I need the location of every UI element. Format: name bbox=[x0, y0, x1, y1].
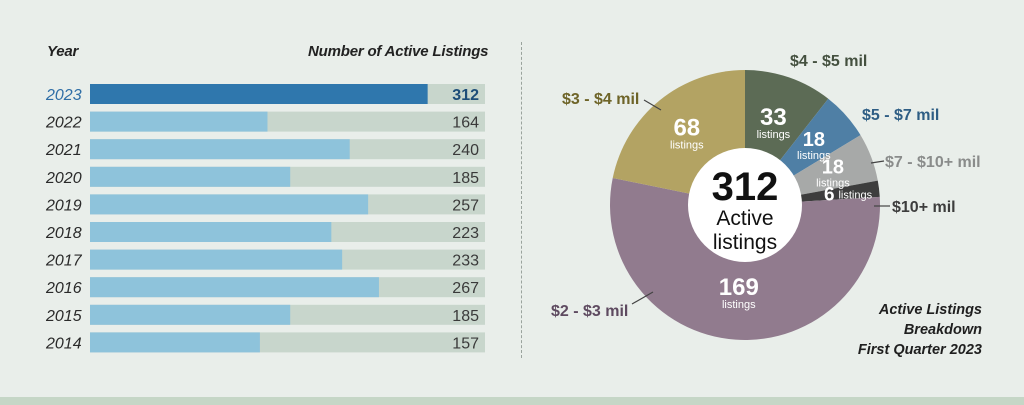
caption-line3: First Quarter 2023 bbox=[857, 342, 982, 358]
year-label-2023: 2023 bbox=[45, 87, 82, 104]
count-column-header: Number of Active Listings bbox=[308, 43, 489, 60]
year-label-2021: 2021 bbox=[45, 142, 82, 159]
caption-line1: Active Listings bbox=[878, 302, 982, 318]
slice-sub-2: listings bbox=[816, 178, 850, 190]
slice-value-1: 18 bbox=[803, 129, 825, 151]
year-label-2016: 2016 bbox=[45, 280, 82, 297]
slice-sub-0: listings bbox=[757, 129, 791, 141]
bar-value-2019: 257 bbox=[452, 197, 479, 214]
bar-value-2014: 157 bbox=[452, 335, 479, 352]
year-label-2017: 2017 bbox=[45, 253, 83, 270]
bar-value-2016: 267 bbox=[452, 280, 479, 297]
bar-2017 bbox=[90, 249, 343, 270]
pie-caption: Active Listings Breakdown First Quarter … bbox=[858, 300, 982, 360]
slice-value-5: 68 bbox=[673, 115, 700, 142]
slice-sub-5: listings bbox=[670, 140, 704, 152]
slice-value-4: 169 bbox=[719, 274, 759, 301]
slice-value-0: 33 bbox=[760, 104, 787, 131]
bar-chart: 2023 312 2022 164 2021 240 2020 185 2019 257 2018 2… bbox=[45, 84, 485, 353]
year-label-2018: 2018 bbox=[45, 225, 82, 242]
bar-value-2015: 185 bbox=[452, 308, 479, 325]
leader-line-4 bbox=[631, 291, 654, 305]
donut-hole bbox=[688, 148, 802, 262]
slice-sub-4: listings bbox=[722, 299, 756, 311]
bar-2022 bbox=[90, 111, 268, 132]
year-label-2020: 2020 bbox=[45, 170, 82, 187]
slice-value-2: 18 bbox=[822, 157, 844, 179]
bar-value-2018: 223 bbox=[452, 225, 479, 242]
slice-label-0: $4 - $5 mil bbox=[790, 53, 867, 70]
center-label-line1: Active bbox=[716, 207, 773, 230]
bar-2019 bbox=[90, 194, 369, 215]
bar-2023 bbox=[90, 84, 428, 104]
caption-line2: Breakdown bbox=[903, 322, 982, 338]
section-divider bbox=[521, 42, 522, 358]
slice-label-4: $2 - $3 mil bbox=[551, 303, 628, 320]
leader-line-5 bbox=[643, 99, 662, 111]
bottom-band bbox=[0, 397, 1024, 405]
center-label-line2: listings bbox=[713, 231, 777, 254]
slice-label-5: $3 - $4 mil bbox=[562, 91, 639, 108]
year-label-2022: 2022 bbox=[45, 115, 82, 132]
year-column-header: Year bbox=[47, 43, 79, 60]
year-label-2015: 2015 bbox=[45, 308, 82, 325]
bar-value-2017: 233 bbox=[452, 253, 479, 270]
leader-line-2 bbox=[870, 160, 885, 164]
slice-label-2: $7 - $10+ mil bbox=[885, 154, 981, 171]
bar-value-2023: 312 bbox=[452, 87, 479, 104]
bar-2018 bbox=[90, 222, 332, 242]
bar-value-2020: 185 bbox=[452, 170, 479, 187]
slice-value-3: 6 bbox=[824, 184, 835, 205]
bar-2015 bbox=[90, 304, 291, 325]
bar-2016 bbox=[90, 277, 379, 298]
year-label-2014: 2014 bbox=[45, 335, 82, 352]
bar-value-2021: 240 bbox=[452, 142, 479, 159]
slice-label-1: $5 - $7 mil bbox=[862, 107, 939, 124]
bar-2020 bbox=[90, 166, 291, 187]
slice-sub-1: listings bbox=[797, 150, 831, 162]
slice-sub-3: listings bbox=[838, 189, 872, 201]
bar-value-2022: 164 bbox=[452, 115, 479, 132]
year-label-2019: 2019 bbox=[45, 197, 82, 214]
slice-label-3: $10+ mil bbox=[892, 199, 956, 216]
bar-2021 bbox=[90, 139, 350, 160]
bar-2014 bbox=[90, 332, 260, 353]
center-total: 312 bbox=[712, 165, 779, 209]
